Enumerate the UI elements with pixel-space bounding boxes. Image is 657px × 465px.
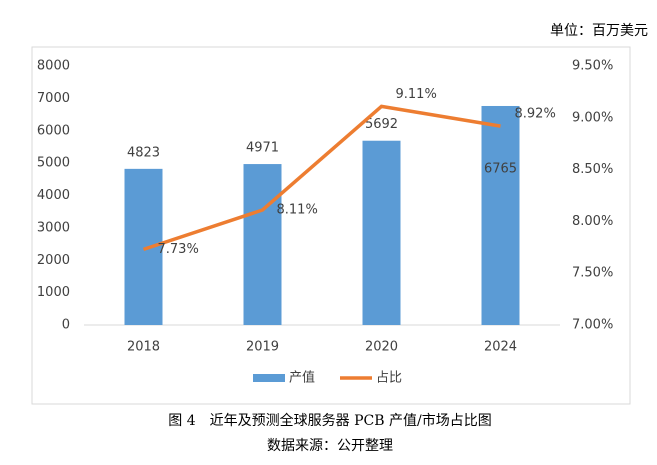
legend-label: 产值 bbox=[289, 370, 315, 386]
y2-tick-label: 8.50% bbox=[572, 162, 613, 177]
y-tick-label: 7000 bbox=[37, 91, 70, 106]
y2-tick-label: 9.50% bbox=[572, 59, 613, 74]
bar bbox=[243, 164, 282, 325]
x-tick-label: 2024 bbox=[484, 340, 517, 355]
y-tick-label: 4000 bbox=[37, 188, 70, 203]
line-value-label: 8.11% bbox=[277, 203, 318, 218]
bar bbox=[362, 140, 401, 325]
line-value-label: 9.11% bbox=[396, 87, 437, 102]
y2-tick-label: 7.50% bbox=[572, 266, 613, 281]
bar bbox=[481, 105, 520, 325]
y2-tick-label: 9.00% bbox=[572, 110, 613, 125]
y2-tick-label: 7.00% bbox=[572, 318, 613, 333]
line-value-label: 7.73% bbox=[158, 242, 199, 257]
bar-value-label: 4971 bbox=[246, 141, 279, 156]
x-tick-label: 2020 bbox=[365, 340, 398, 355]
x-tick-label: 2018 bbox=[127, 340, 160, 355]
y-tick-label: 0 bbox=[62, 318, 70, 333]
y-tick-label: 2000 bbox=[37, 253, 70, 268]
legend-label: 占比 bbox=[376, 371, 402, 386]
chart-frame bbox=[31, 46, 631, 405]
bar-value-label: 4823 bbox=[127, 145, 160, 160]
y-tick-label: 1000 bbox=[37, 285, 70, 300]
line bbox=[142, 104, 501, 252]
legend-swatch bbox=[253, 374, 285, 382]
source: 数据来源：公开整理 bbox=[267, 438, 393, 454]
y-tick-label: 3000 bbox=[37, 220, 70, 235]
y-tick-label: 8000 bbox=[37, 59, 70, 74]
y-tick-label: 6000 bbox=[37, 123, 70, 138]
x-tick-label: 2019 bbox=[246, 340, 279, 355]
bar-value-label: 6765 bbox=[484, 161, 517, 176]
y-tick-label: 5000 bbox=[37, 156, 70, 171]
y2-tick-label: 8.00% bbox=[572, 214, 613, 229]
line-value-label: 8.92% bbox=[515, 107, 556, 122]
caption: 图 4 近年及预测全球服务器 PCB 产值/市场占比图 bbox=[168, 412, 491, 429]
bar-value-label: 5692 bbox=[365, 117, 398, 132]
unit-label: 单位：百万美元 bbox=[550, 23, 648, 39]
